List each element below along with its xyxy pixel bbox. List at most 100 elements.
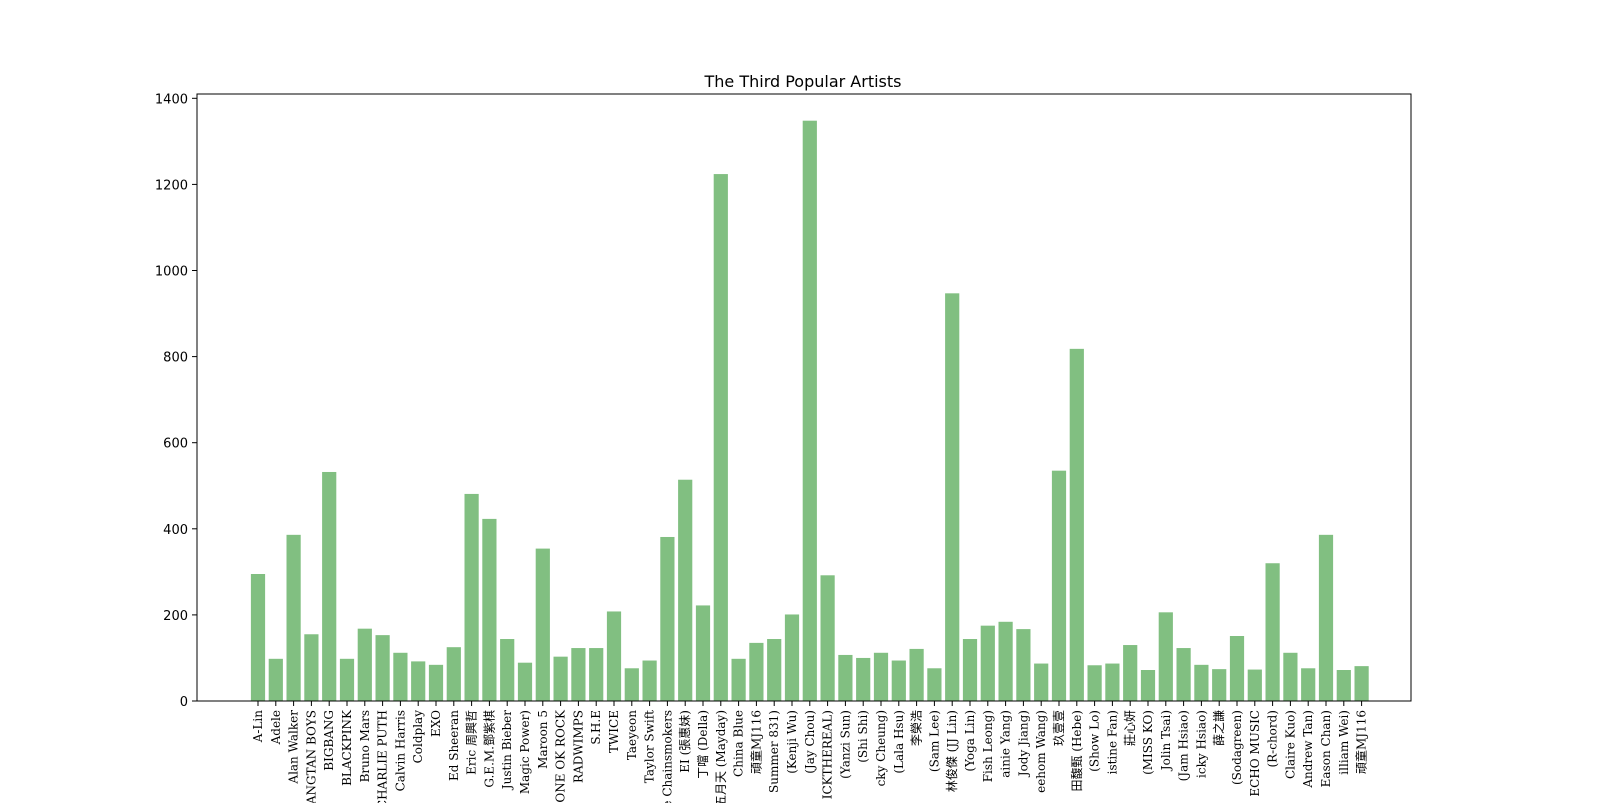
bar xyxy=(1105,663,1120,701)
x-tick-label: Ed Sheeran xyxy=(447,710,461,781)
bar xyxy=(1354,666,1369,701)
chart-title: The Third Popular Artists xyxy=(703,72,901,91)
bar xyxy=(1265,563,1280,701)
bar xyxy=(428,664,444,701)
bar xyxy=(1087,665,1102,701)
x-tick-label: A-Lin xyxy=(251,710,265,744)
x-tick-label: EXO xyxy=(429,710,443,737)
x-tick-label: istine Fan) xyxy=(1105,710,1119,774)
x-tick-label: (R-chord) xyxy=(1266,710,1280,768)
bar xyxy=(873,652,889,701)
bar xyxy=(945,293,960,701)
bar xyxy=(784,614,800,701)
x-tick-label: Fish Leong) xyxy=(981,710,995,782)
x-tick-label: (MISS KO) xyxy=(1141,710,1155,775)
x-tick-label: (Sam Lee) xyxy=(927,710,941,772)
x-tick-label: China Blue xyxy=(732,710,746,777)
bar xyxy=(749,642,764,701)
x-tick-label: Jolin Tsai) xyxy=(1159,710,1173,772)
bar xyxy=(535,548,550,701)
bar xyxy=(1140,670,1156,701)
bar xyxy=(286,534,301,701)
x-tick-label: Calvin Harris xyxy=(393,710,407,791)
bar xyxy=(1034,663,1049,701)
x-tick-label: 李榮浩 xyxy=(909,710,924,746)
y-tick-label: 1400 xyxy=(155,92,188,107)
x-tick-label: Justin Bieber xyxy=(500,710,514,791)
x-tick-label: Taylor Swift xyxy=(643,710,657,783)
bar xyxy=(1283,652,1298,701)
x-tick-label: Summer 831) xyxy=(767,710,781,793)
x-tick-label: (Yanzi Sun) xyxy=(838,710,852,779)
bar xyxy=(268,658,283,701)
x-tick-label: Eric 周興哲 xyxy=(465,710,479,775)
bar xyxy=(500,639,515,701)
bar xyxy=(446,647,461,701)
x-tick-label: BIGBANG xyxy=(322,710,336,771)
x-tick-label: 五月天 (Mayday) xyxy=(714,710,728,803)
bar xyxy=(322,471,337,701)
x-tick-label: Bruno Mars xyxy=(358,710,372,782)
bar xyxy=(838,654,853,701)
x-tick-label: 玖壹壹 xyxy=(1052,710,1066,746)
bar xyxy=(891,660,906,701)
x-tick-label: (Shi Shi) xyxy=(856,710,870,763)
bar xyxy=(304,634,319,701)
bar xyxy=(695,605,711,701)
x-tick-label: ainie Yang) xyxy=(999,710,1013,778)
bar xyxy=(660,536,675,701)
x-tick-label: TWICE xyxy=(607,710,621,753)
bar xyxy=(357,628,372,701)
x-tick-label: (Show Lo) xyxy=(1088,710,1102,772)
x-tick-label: Alan Walker xyxy=(287,710,301,785)
x-tick-label: Coldplay xyxy=(411,710,425,764)
bar xyxy=(1229,636,1245,701)
x-tick-label: Adele xyxy=(269,710,283,745)
plot-area: 0 200 400 600 800 1000 1200 1400 A-Lin Adele Alan … xyxy=(155,92,1412,803)
x-tick-label: 田馥甄 (Hebe) xyxy=(1070,710,1084,792)
bar xyxy=(1158,612,1173,701)
bar xyxy=(250,574,266,701)
x-tick-label: 林俊傑 (JJ Lin) xyxy=(944,710,959,792)
x-tick-label: cky Cheung) xyxy=(874,710,888,786)
x-tick-label: (Yoga Lin) xyxy=(963,710,977,772)
x-tick-label: 頑童MJ116 xyxy=(1354,710,1369,774)
x-tick-label: G.E.M.鄧紫棋 xyxy=(482,710,496,788)
bar xyxy=(1247,669,1262,701)
bar xyxy=(820,575,835,701)
x-tick-label: Jody Jiang) xyxy=(1016,710,1030,778)
bar xyxy=(571,648,586,701)
bar xyxy=(375,635,390,701)
bar xyxy=(1318,534,1334,701)
x-tick-label: (Lala Hsu) xyxy=(892,710,906,774)
x-tick-label: Taeyeon xyxy=(625,710,639,760)
bar xyxy=(1194,664,1209,701)
x-tick-label: 丁噹 (Della) xyxy=(696,710,710,779)
x-tick-label: (Jay Chou) xyxy=(803,710,817,774)
x-tick-label: 頑童MJ116 xyxy=(748,710,763,774)
bar xyxy=(482,518,497,701)
x-tick-label: Andrew Tan) xyxy=(1301,710,1315,789)
x-tick-label: 薛之謙 xyxy=(1212,710,1226,746)
bar xyxy=(1301,668,1316,701)
bar xyxy=(624,668,639,701)
bar xyxy=(962,639,978,701)
y-tick-label: 1000 xyxy=(155,265,188,280)
x-tick-label: BANGTAN BOYS xyxy=(304,710,318,803)
bar xyxy=(980,625,995,701)
y-tick-label: 400 xyxy=(163,523,188,538)
x-tick-label: eehom Wang) xyxy=(1034,710,1048,793)
bar xyxy=(1336,670,1351,701)
bar xyxy=(553,656,568,701)
y-tick-label: 1200 xyxy=(155,178,188,193)
bar xyxy=(713,174,728,701)
bar xyxy=(998,621,1013,701)
bar xyxy=(1176,648,1191,701)
x-tick-label: icky Hsiao) xyxy=(1194,710,1208,778)
bar xyxy=(802,120,817,701)
bar xyxy=(339,658,355,701)
x-tick-label: (Jam Hsiao) xyxy=(1177,710,1191,781)
bar xyxy=(856,657,871,701)
x-tick-label: (Sodagreen) xyxy=(1230,710,1244,785)
